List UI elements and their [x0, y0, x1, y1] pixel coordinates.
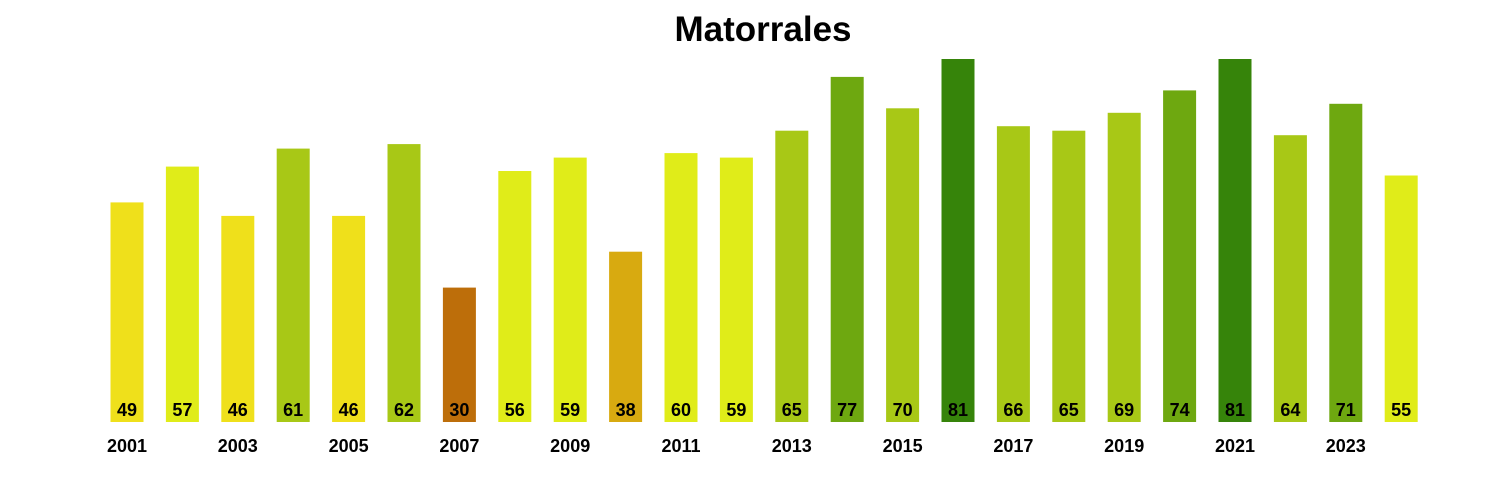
value-label-2010: 38 — [616, 400, 636, 420]
bar-2011 — [664, 153, 698, 422]
value-label-2017: 66 — [1003, 400, 1023, 420]
bar-2024 — [1384, 175, 1418, 422]
value-label-2004: 61 — [283, 400, 303, 420]
bar-2005 — [332, 215, 366, 422]
value-label-2006: 62 — [394, 400, 414, 420]
x-tick-label-2005: 2005 — [329, 436, 369, 456]
bar-2015 — [886, 108, 920, 423]
value-label-2018: 65 — [1059, 400, 1079, 420]
x-tick-label-2007: 2007 — [439, 436, 479, 456]
x-tick-labels-group: 2001 2003 2005 2007 2009 2011 2013 2015 2017 2019… — [107, 436, 1366, 456]
value-label-2003: 46 — [228, 400, 248, 420]
value-label-2013: 65 — [782, 400, 802, 420]
x-tick-label-2017: 2017 — [993, 436, 1033, 456]
value-label-2005: 46 — [339, 400, 359, 420]
value-label-2007: 30 — [449, 400, 469, 420]
chart-title: Matorrales — [674, 10, 852, 49]
x-tick-label-2003: 2003 — [218, 436, 258, 456]
bar-2018 — [1052, 130, 1086, 422]
bar-2002 — [165, 166, 199, 422]
bar-2006 — [387, 144, 421, 422]
bar-2009 — [553, 157, 587, 422]
value-label-2015: 70 — [893, 400, 913, 420]
value-label-2008: 56 — [505, 400, 525, 420]
value-label-2024: 55 — [1391, 400, 1411, 420]
value-label-2019: 69 — [1114, 400, 1134, 420]
value-label-2014: 77 — [837, 400, 857, 420]
value-label-2002: 57 — [172, 400, 192, 420]
x-tick-label-2009: 2009 — [550, 436, 590, 456]
x-tick-label-2015: 2015 — [883, 436, 923, 456]
bar-2020 — [1163, 90, 1197, 423]
bar-2019 — [1107, 112, 1141, 423]
bar-2007 — [442, 287, 476, 422]
value-label-2001: 49 — [117, 400, 137, 420]
x-tick-label-2021: 2021 — [1215, 436, 1255, 456]
bar-2008 — [498, 171, 532, 422]
x-tick-label-2011: 2011 — [661, 436, 700, 456]
value-label-2023: 71 — [1336, 400, 1356, 420]
value-labels-group: 49 57 46 61 46 62 30 56 59 38 60 59 65 77 70 81 66 65 69 74… — [117, 400, 1411, 420]
value-label-2020: 74 — [1170, 400, 1190, 420]
bar-2017 — [996, 126, 1030, 422]
bar-2013 — [775, 130, 809, 422]
bar-2014 — [830, 76, 864, 423]
value-label-2016: 81 — [948, 400, 968, 420]
bar-2004 — [276, 148, 310, 422]
value-label-2022: 64 — [1280, 400, 1300, 420]
value-label-2011: 60 — [671, 400, 691, 420]
bars-group — [110, 59, 1418, 423]
bar-2012 — [719, 157, 753, 422]
bar-2016 — [941, 59, 975, 422]
value-label-2021: 81 — [1225, 400, 1245, 420]
x-tick-label-2019: 2019 — [1104, 436, 1144, 456]
x-tick-label-2013: 2013 — [772, 436, 812, 456]
bar-2010 — [609, 251, 643, 422]
value-label-2012: 59 — [726, 400, 746, 420]
x-tick-label-2023: 2023 — [1326, 436, 1366, 456]
x-tick-label-2001: 2001 — [107, 436, 147, 456]
bar-2001 — [110, 202, 144, 422]
bar-2022 — [1273, 135, 1307, 422]
value-label-2009: 59 — [560, 400, 580, 420]
bar-2023 — [1329, 103, 1363, 423]
bar-2003 — [221, 215, 255, 422]
bar-2021 — [1218, 59, 1252, 422]
